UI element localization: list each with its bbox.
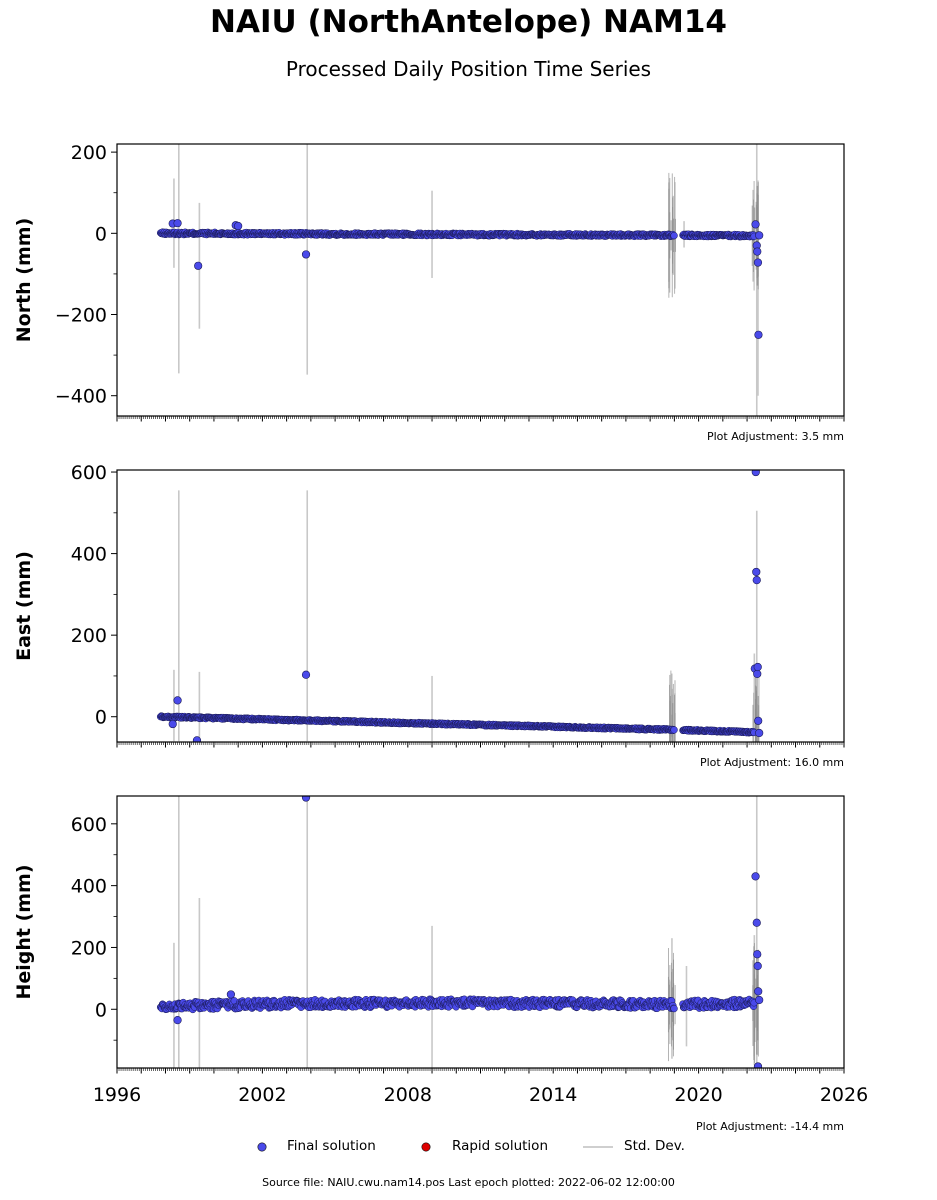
north-plot-adjustment: Plot Adjustment: 3.5 mm [707, 430, 844, 443]
east-outlier-point [168, 719, 177, 729]
east-outlier-point [173, 696, 182, 705]
height-outlier-point [754, 987, 763, 996]
height-outlier-point [753, 950, 762, 959]
east-outlier-point [755, 728, 764, 738]
chart-title: NAIU (NorthAntelope) NAM14 [210, 4, 727, 40]
north-outlier-point [753, 247, 762, 256]
north-y-axis-label: North (mm) [13, 218, 35, 343]
height-y-tick-label: 200 [71, 937, 107, 959]
east-axes-frame [116, 469, 845, 743]
north-outlier-point [751, 220, 760, 229]
north-outlier-point [173, 219, 182, 228]
x-tick-label: 2020 [674, 1084, 722, 1106]
x-tick-label: 2008 [384, 1084, 432, 1106]
north-outlier-point [194, 261, 203, 270]
height-axes-frame [116, 795, 845, 1069]
east-y-tick-label: 0 [95, 707, 107, 729]
east-outlier-point [751, 470, 760, 477]
north-y-tick-label: −400 [55, 386, 107, 408]
east-outlier-point [753, 669, 762, 678]
legend-rapid-label: Rapid solution [452, 1138, 548, 1154]
north-outlier-point [755, 231, 764, 240]
height-outlier-point [752, 918, 761, 927]
height-outlier-point [755, 995, 764, 1005]
east-outlier-point [192, 736, 202, 742]
chart-subtitle: Processed Daily Position Time Series [285, 57, 652, 81]
x-tick-label: 2026 [820, 1084, 868, 1106]
x-tick-label: 2002 [238, 1084, 286, 1106]
north-plot-area [156, 144, 764, 416]
east-outlier-point [301, 670, 311, 679]
north-outlier-point [753, 258, 763, 267]
height-outlier-point [301, 796, 311, 802]
east-data-point [670, 726, 678, 734]
north-data-point [670, 231, 678, 240]
east-outlier-point [752, 567, 761, 577]
north-y-tick-label: 200 [71, 142, 107, 164]
height-outlier-point [173, 1015, 182, 1025]
panel-height: 600 400 200 0 1996 2002 2008 2014 2020 2026 Height… [13, 795, 868, 1133]
north-outlier-point [234, 221, 243, 231]
east-y-tick-label: 400 [71, 544, 107, 566]
height-y-tick-label: 600 [71, 814, 107, 836]
east-y-tick-label: 600 [71, 462, 107, 484]
east-plot-area [156, 470, 764, 742]
legend-final-label: Final solution [287, 1138, 376, 1154]
height-outlier-point [753, 961, 762, 971]
height-plot-adjustment: Plot Adjustment: -14.4 mm [696, 1120, 844, 1133]
east-outlier-point [754, 716, 763, 725]
height-y-tick-label: 400 [71, 876, 107, 898]
east-y-tick-label: 200 [71, 625, 107, 647]
north-outlier-point [754, 330, 763, 339]
height-outlier-point [753, 1062, 763, 1068]
north-outlier-point [301, 250, 311, 259]
height-data-point [670, 1004, 678, 1013]
north-y-tick-label: 0 [95, 223, 107, 245]
legend-std-line [583, 1146, 613, 1148]
x-tick-label: 1996 [93, 1084, 141, 1106]
panel-north: 200 0 −200 −400 North (mm) Plot Adjustment: 3… [13, 142, 845, 443]
height-outlier-point [226, 990, 235, 999]
x-tick-label: 2014 [529, 1084, 577, 1106]
height-y-tick-label: 0 [95, 999, 107, 1021]
east-outlier-point [753, 662, 762, 672]
east-y-axis-label: East (mm) [13, 551, 35, 661]
height-plot-area [156, 796, 764, 1068]
legend-rapid-marker [421, 1142, 431, 1152]
legend-std-label: Std. Dev. [624, 1138, 685, 1154]
panel-east: 600 400 200 0 East (mm) Plot Adjustment: 16.0… [13, 462, 845, 769]
north-y-tick-label: −200 [55, 305, 107, 327]
source-note: Source file: NAIU.cwu.nam14.pos Last epo… [262, 1176, 675, 1189]
north-axes-frame [116, 143, 845, 417]
height-outlier-point [751, 872, 760, 881]
height-y-axis-label: Height (mm) [13, 864, 35, 999]
east-plot-adjustment: Plot Adjustment: 16.0 mm [700, 756, 844, 769]
east-outlier-point [752, 576, 761, 585]
legend-final-marker [257, 1142, 267, 1152]
